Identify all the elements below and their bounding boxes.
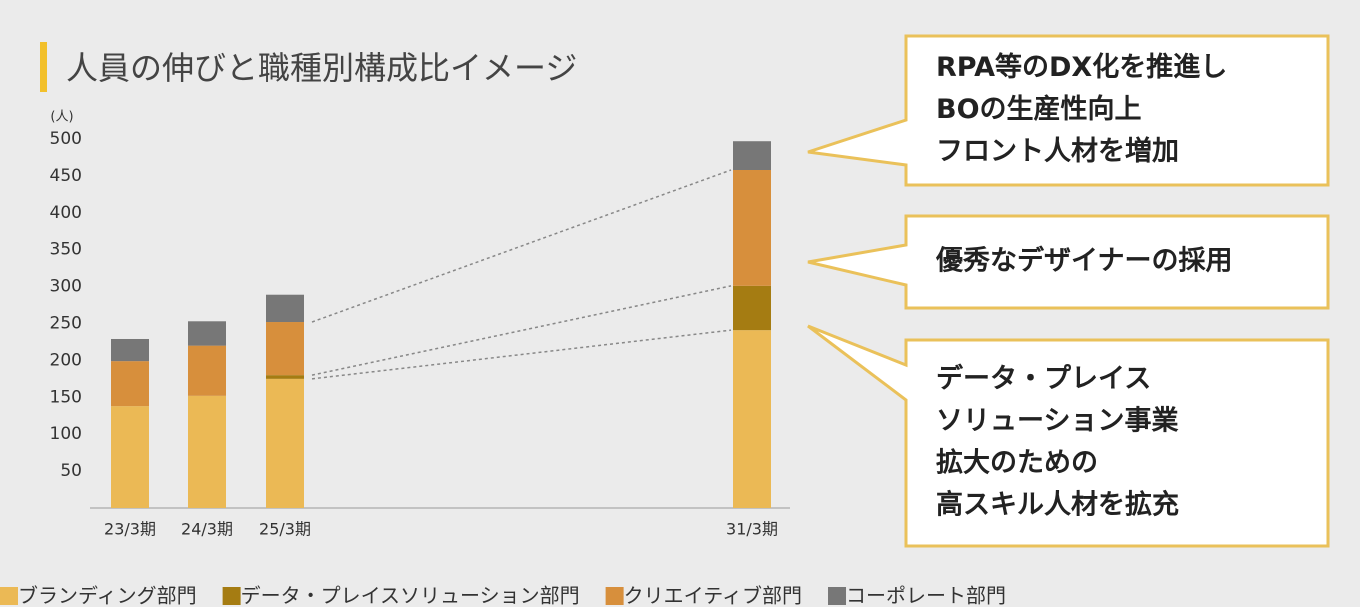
callout-boxes	[807, 34, 1330, 548]
y-unit: (人)	[50, 110, 73, 125]
callout-text: 優秀なデザイナーの採用	[935, 245, 1232, 277]
x-tick-label: 24/3期	[181, 520, 233, 539]
legend-label: ブランディング部門	[18, 584, 197, 607]
y-tick-label: 350	[50, 240, 82, 260]
bar-segment	[266, 375, 304, 379]
bar-segment	[733, 141, 771, 170]
bar-segment	[733, 330, 771, 508]
y-tick-label: 100	[50, 424, 82, 444]
callout-text: フロント人材を増加	[936, 135, 1179, 167]
bar-segment	[111, 338, 149, 362]
bar-segment	[111, 406, 149, 508]
legend-swatch	[0, 587, 18, 605]
callout-box	[807, 34, 1330, 187]
legend-swatch	[828, 587, 847, 605]
y-tick-label: 200	[50, 350, 82, 370]
legend-label: データ・プレイスソリューション部門	[241, 584, 580, 607]
chart-title: 人員の伸びと職種別構成比イメージ	[66, 49, 577, 87]
bar-segment	[188, 321, 226, 346]
connector	[311, 329, 732, 380]
title-accent	[40, 42, 47, 92]
x-tick-label: 23/3期	[104, 520, 156, 539]
legend-swatch	[605, 587, 624, 605]
legend-swatch	[222, 587, 241, 605]
callout-text: BOの生産性向上	[936, 93, 1142, 125]
legend-label: クリエイティブ部門	[624, 584, 802, 607]
y-tick-label: 450	[50, 166, 82, 186]
x-tick-label: 31/3期	[726, 520, 778, 539]
callout-text: ソリューション事業	[936, 406, 1178, 437]
bar-segment	[111, 361, 149, 407]
y-tick-label: 500	[50, 129, 82, 149]
callout-text: データ・プレイス	[936, 363, 1151, 395]
callout-box	[807, 324, 1330, 548]
callout-text: 高スキル人材を拡充	[936, 489, 1179, 521]
bar-segment	[266, 294, 304, 323]
legend-label: コーポレート部門	[846, 584, 1006, 607]
bar-segment	[733, 285, 771, 331]
y-tick-label: 250	[50, 314, 82, 334]
bar-segment	[188, 395, 226, 508]
callout-box	[807, 214, 1330, 310]
bar-segment	[266, 378, 304, 508]
y-tick-label: 300	[50, 277, 82, 297]
callout-text: RPA等のDX化を推進し	[936, 51, 1227, 83]
bar-segment	[188, 345, 226, 396]
y-tick-label: 150	[50, 387, 82, 407]
callout-text: 拡大のための	[936, 448, 1098, 479]
y-tick-label: 50	[60, 461, 82, 481]
x-tick-label: 25/3期	[259, 520, 311, 539]
bar-segment	[733, 169, 771, 286]
connector	[311, 169, 732, 323]
bar-segment	[266, 322, 304, 376]
y-tick-label: 400	[50, 203, 82, 223]
